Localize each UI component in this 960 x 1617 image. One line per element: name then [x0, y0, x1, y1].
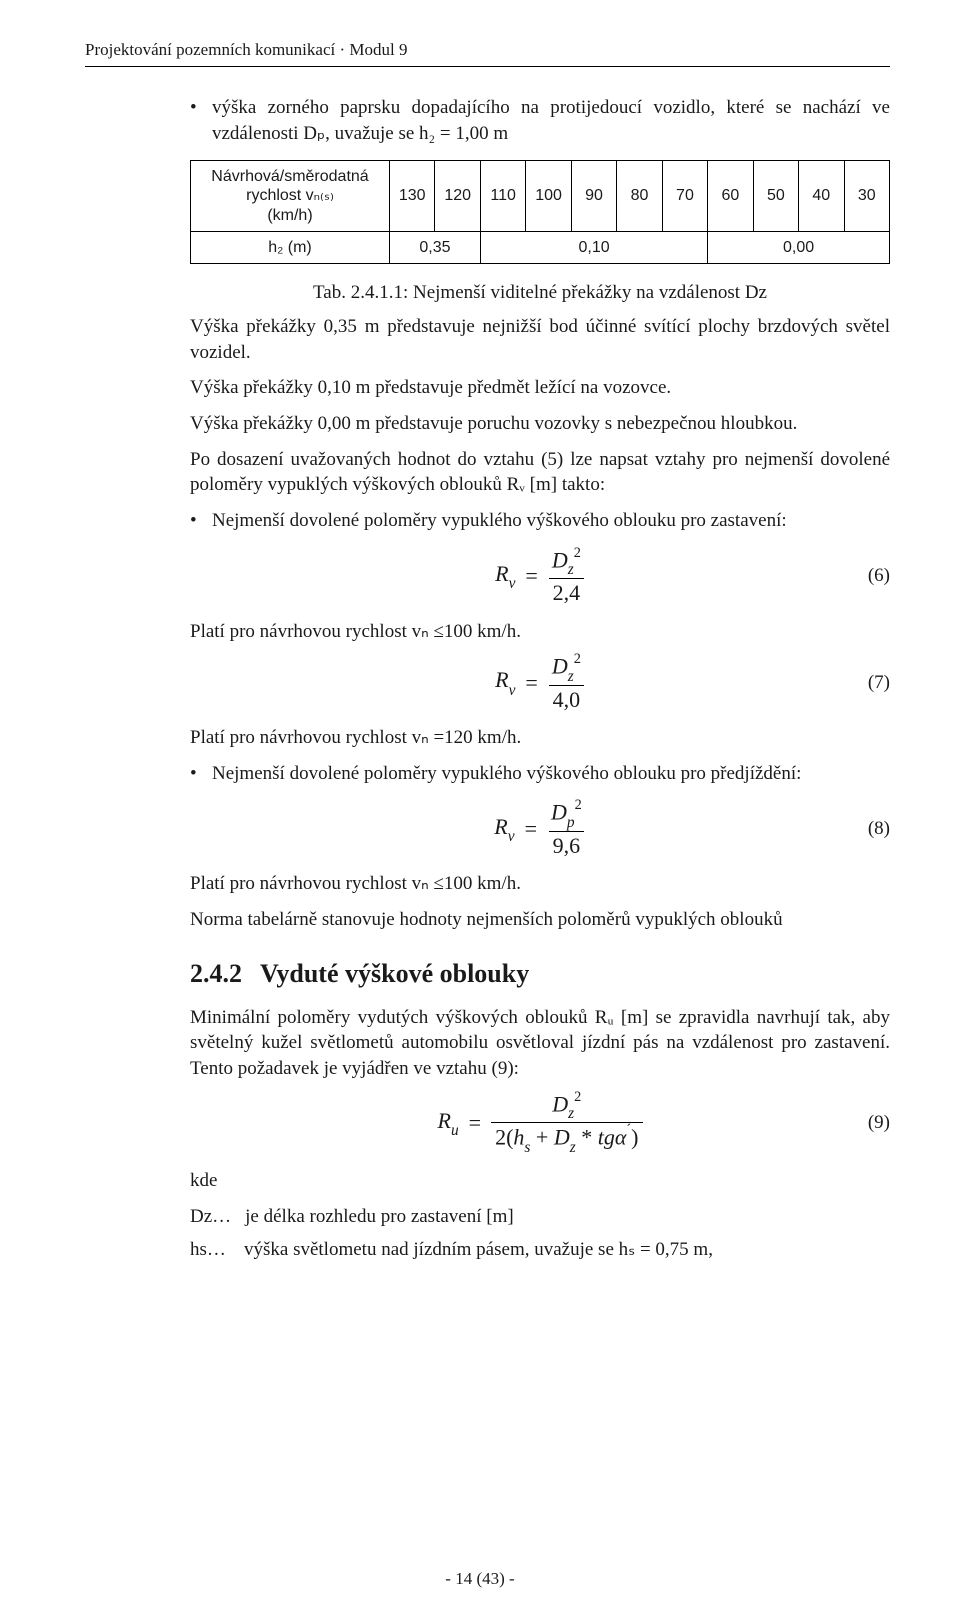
page-footer: - 14 (43) -	[0, 1569, 960, 1589]
speed-cell: 40	[799, 161, 844, 232]
para-010: Výška překážky 0,10 m představuje předmě…	[190, 375, 890, 401]
h2-cell: 0,10	[480, 231, 707, 263]
speed-cell: 70	[662, 161, 707, 232]
para-vn120: Platí pro návrhovou rychlost vₙ =120 km/…	[190, 725, 890, 751]
kde-sym: Dz…	[190, 1204, 231, 1231]
bullet-pass: Nejmenší dovolené poloměry vypuklého výš…	[190, 761, 890, 787]
header-rule	[85, 66, 890, 67]
section-heading: 2.4.2 Vyduté výškové oblouky	[190, 959, 890, 989]
table-row: h₂ (m) 0,35 0,10 0,00	[191, 231, 890, 263]
kde-row-hs: hs… výška světlometu nad jízdním pásem, …	[190, 1237, 890, 1264]
para-035: Výška překážky 0,35 m představuje nejniž…	[190, 314, 890, 365]
para-vn100-b: Platí pro návrhovou rychlost vₙ ≤100 km/…	[190, 871, 890, 897]
speed-cell: 60	[708, 161, 753, 232]
speed-cell: 50	[753, 161, 798, 232]
para-vn100-a: Platí pro návrhovou rychlost vₙ ≤100 km/…	[190, 619, 890, 645]
kde-text: je délka rozhledu pro zastavení [m]	[245, 1204, 514, 1231]
kde-sym: hs…	[190, 1237, 230, 1264]
table-caption: Tab. 2.4.1.1: Nejmenší viditelné překážk…	[313, 282, 767, 303]
equation-9: Ru = Dz2 2(hs + Dz * tgα´) (9)	[190, 1092, 890, 1155]
equation-number: (6)	[868, 565, 890, 587]
h2-cell: 0,00	[708, 231, 890, 263]
section-number: 2.4.2	[190, 959, 242, 988]
equation-number: (7)	[868, 672, 890, 694]
row1-label-line1: Návrhová/směrodatná rychlost vₙ₍ₛ₎	[211, 168, 368, 204]
equation-6: Rv = Dz2 2,4 (6)	[190, 548, 890, 605]
speed-cell: 100	[526, 161, 571, 232]
row1-label: Návrhová/směrodatná rychlost vₙ₍ₛ₎ (km/h…	[191, 161, 390, 232]
equation-number: (9)	[868, 1112, 890, 1134]
equation-8: Rv = Dp2 9,6 (8)	[190, 800, 890, 857]
h2-cell: 0,35	[390, 231, 481, 263]
speed-cell: 90	[571, 161, 616, 232]
speed-cell: 110	[480, 161, 525, 232]
section-title: Vyduté výškové oblouky	[260, 959, 529, 988]
intro-bullet: výška zorného paprsku dopadajícího na pr…	[190, 95, 890, 146]
kde-label: kde	[190, 1168, 890, 1194]
para-section-intro: Minimální poloměry vydutých výškových ob…	[190, 1005, 890, 1082]
speed-cell: 30	[844, 161, 889, 232]
running-head: Projektování pozemních komunikací · Modu…	[85, 40, 890, 60]
row2-label: h₂ (m)	[191, 231, 390, 263]
table-row: Návrhová/směrodatná rychlost vₙ₍ₛ₎ (km/h…	[191, 161, 890, 232]
speed-cell: 80	[617, 161, 662, 232]
intro-bullet-list: výška zorného paprsku dopadajícího na pr…	[190, 95, 890, 146]
equation-7: Rv = Dz2 4,0 (7)	[190, 654, 890, 711]
speed-h2-table: Návrhová/směrodatná rychlost vₙ₍ₛ₎ (km/h…	[190, 160, 890, 264]
para-dosazeni: Po dosazení uvažovaných hodnot do vztahu…	[190, 447, 890, 498]
para-norma: Norma tabelárně stanovuje hodnoty nejmen…	[190, 907, 890, 933]
speed-cell: 120	[435, 161, 480, 232]
speed-cell: 130	[390, 161, 435, 232]
row1-label-line2: (km/h)	[267, 207, 312, 224]
kde-row-dz: Dz… je délka rozhledu pro zastavení [m]	[190, 1204, 890, 1231]
bullet-pass-list: Nejmenší dovolené poloměry vypuklého výš…	[190, 761, 890, 787]
bullet-stop: Nejmenší dovolené poloměry vypuklého výš…	[190, 508, 890, 534]
equation-number: (8)	[868, 818, 890, 840]
kde-text: výška světlometu nad jízdním pásem, uvaž…	[244, 1237, 713, 1264]
bullet-stop-list: Nejmenší dovolené poloměry vypuklého výš…	[190, 508, 890, 534]
para-000: Výška překážky 0,00 m představuje poruch…	[190, 411, 890, 437]
